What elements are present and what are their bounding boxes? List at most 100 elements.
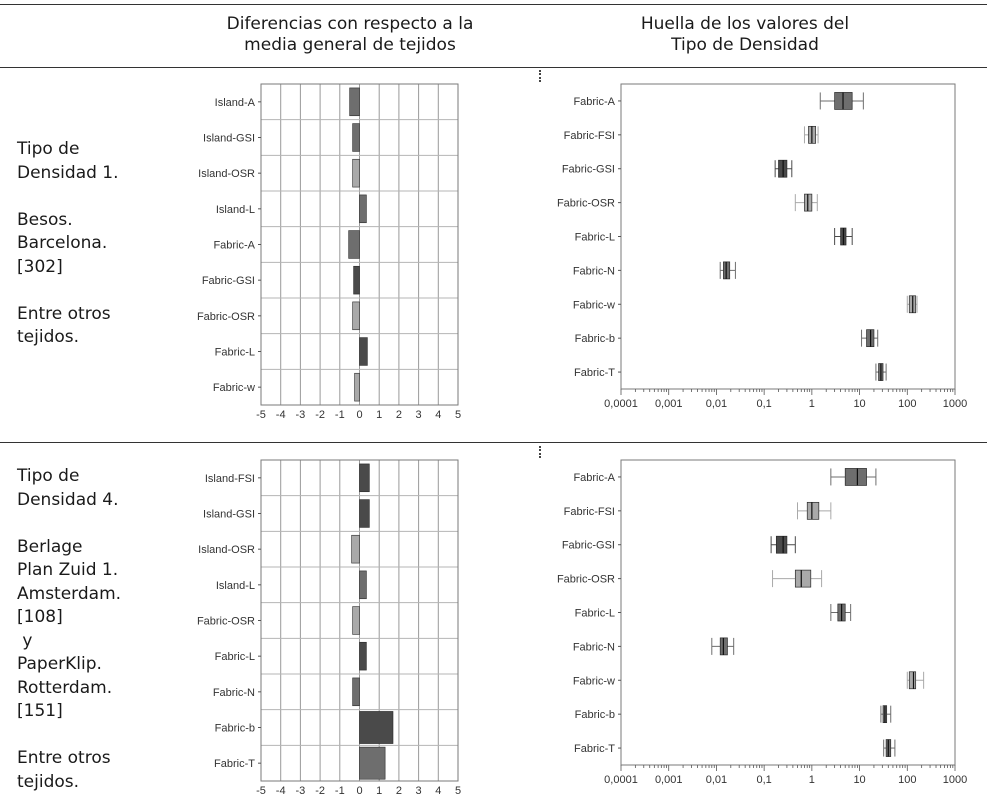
x-tick-label: 0 [356,409,362,421]
category-label: Fabric-T [574,367,615,379]
x-tick-label: 1 [376,785,382,797]
row-2-label: Tipo de Densidad 4. Berlage Plan Zuid 1.… [17,465,187,794]
category-label: Island-A [215,97,256,109]
x-tick-label: 5 [455,409,461,421]
x-tick-label: 2 [396,409,402,421]
row-1-label-line: tejidos. [17,327,80,347]
category-label: Fabric-w [573,675,615,687]
category-label: Island-L [216,580,255,592]
x-tick-label: -1 [335,409,345,421]
bar [354,372,360,402]
bar [359,711,394,744]
category-label: Fabric-b [575,333,615,345]
category-label: Fabric-N [213,687,255,699]
row-2-label-line: Plan Zuid 1. [17,560,119,580]
category-label: Island-GSI [203,133,255,145]
category-label: Fabric-A [573,472,615,484]
category-label: Fabric-N [573,641,615,653]
x-tick-label: 0,01 [706,398,727,410]
x-tick-label: -5 [256,409,266,421]
box [844,468,867,486]
x-tick-label: 3 [416,409,422,421]
x-tick-label: 3 [416,785,422,797]
category-label: Fabric-A [573,96,615,108]
box [908,671,917,690]
row-2-label-line: Densidad 4. [17,489,119,510]
row-2-label-line: [151] [17,701,63,721]
bar [352,677,360,707]
bar [351,534,360,564]
row-2-label-line: Berlage [17,536,83,557]
category-label: Fabric-L [575,608,615,620]
category-label: Fabric-N [573,265,615,277]
box [775,535,788,554]
row-1-label-line: Densidad 1. [17,162,119,183]
row-1-label-line: Tipo de [17,139,80,159]
right-header-line-1: Huella de los valores del [640,14,850,34]
category-label: Island-OSR [198,168,255,180]
category-label: Fabric-GSI [562,164,615,176]
box [806,501,820,520]
category-label: Fabric-FSI [564,130,615,142]
bar [349,87,360,117]
x-tick-label: 0,0001 [604,398,638,410]
x-tick-label: -3 [296,785,306,797]
x-tick-label: -1 [335,785,345,797]
row-1-label-line: [302] [17,256,63,277]
left-header-line-2: media general de tejidos [244,35,456,55]
category-label: Fabric-T [214,758,255,770]
bar [353,265,360,295]
row-1-label-line: Besos. [17,209,73,230]
bar [352,606,360,635]
row-1-label-line: Entre otros [17,303,111,324]
top-rule [0,4,987,5]
row-2-label-line: Rotterdam. [17,677,113,698]
x-tick-label: 1000 [943,774,967,786]
category-label: Fabric-OSR [197,311,255,323]
x-tick-label: 0,01 [706,774,727,786]
category-label: Fabric-w [573,299,615,311]
category-label: Fabric-GSI [202,275,255,287]
x-tick-label: 1 [809,398,815,410]
category-label: Fabric-OSR [557,198,615,210]
category-label: Island-FSI [205,473,255,485]
row-1-label: Tipo de Densidad 1. Besos. Barcelona. [3… [17,138,187,350]
category-label: Fabric-FSI [564,506,615,518]
left-header-line-1: Diferencias con respecto a la [226,14,474,34]
category-label: Fabric-GSI [562,540,615,552]
x-tick-label: 0,001 [655,398,683,410]
category-label: Fabric-A [213,240,255,252]
category-label: Fabric-L [215,651,255,663]
category-label: Fabric-b [215,723,255,735]
x-tick-label: -4 [276,409,286,421]
x-tick-label: 4 [435,785,441,797]
right-header-line-2: Tipo de Densidad [671,35,819,55]
row-2-label-line: tejidos. [17,771,80,792]
row-2-label-line: Tipo de [17,466,80,486]
bar [359,194,367,224]
category-label: Fabric-L [575,232,615,244]
row-2-label-line: PaperKlip. [17,654,102,674]
x-tick-label: 0 [356,785,362,797]
x-tick-label: 5 [455,785,461,797]
x-tick-label: 1 [376,409,382,421]
x-tick-label: -5 [256,785,266,797]
row-2-label-line: [108] [17,607,63,627]
bar [359,499,370,528]
x-tick-label: -4 [276,785,286,797]
row-2-label-line: Amsterdam. [17,583,122,604]
x-tick-label: -3 [296,409,306,421]
category-label: Fabric-L [215,347,255,359]
x-tick-label: 100 [898,774,916,786]
bar [359,463,370,493]
category-label: Island-GSI [203,509,255,521]
row-1-label-line: Barcelona. [17,233,108,253]
x-tick-label: 0,0001 [604,774,638,786]
bar [359,746,386,780]
x-tick-label: 0,1 [756,398,771,410]
x-tick-label: -2 [315,785,325,797]
category-label: Fabric-T [574,743,615,755]
header-rule [0,67,987,68]
